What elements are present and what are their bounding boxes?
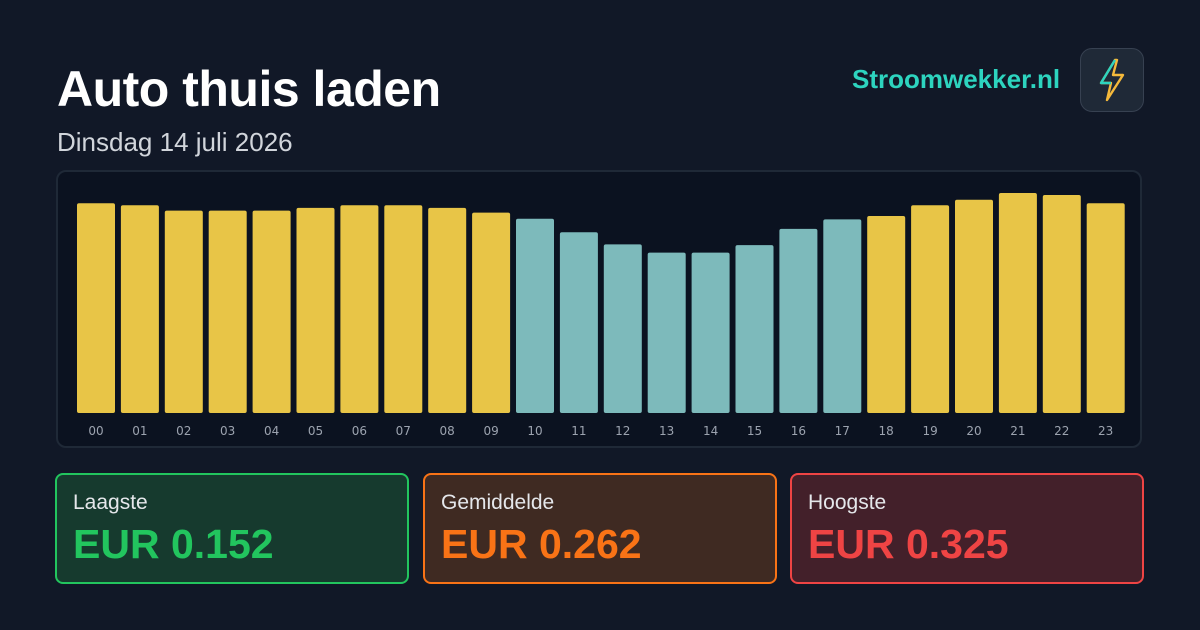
bar-hour-23 <box>1086 203 1125 413</box>
page-subtitle: Dinsdag 14 juli 2026 <box>57 127 293 157</box>
average-price-card: Gemiddelde EUR 0.262 <box>423 473 777 584</box>
x-tick-label-08: 08 <box>440 424 455 438</box>
bar-hour-09 <box>472 212 511 413</box>
lowest-price-value: EUR 0.152 <box>73 521 274 567</box>
x-tick-label-07: 07 <box>396 424 411 438</box>
x-tick-label-20: 20 <box>966 424 981 438</box>
x-tick-label-09: 09 <box>483 424 498 438</box>
x-tick-label-06: 06 <box>352 424 367 438</box>
bar-hour-14 <box>691 252 730 413</box>
x-tick-label-16: 16 <box>791 424 806 438</box>
x-tick-label-18: 18 <box>879 424 894 438</box>
lightning-bolt-icon <box>1080 48 1144 112</box>
bar-hour-07 <box>384 205 423 413</box>
bar-hour-10 <box>516 218 554 413</box>
x-tick-label-15: 15 <box>747 424 762 438</box>
bar-hour-08 <box>428 207 467 413</box>
x-tick-label-17: 17 <box>835 424 850 438</box>
lowest-price-card: Laagste EUR 0.152 <box>55 473 409 584</box>
highest-price-value: EUR 0.325 <box>808 521 1009 567</box>
bar-hour-05 <box>296 207 335 413</box>
price-chart: 00 01 02 03 04 05 06 07 08 09 10 11 12 13 14 15 16 17 18 19… <box>56 170 1142 448</box>
x-tick-label-14: 14 <box>703 424 718 438</box>
average-price-value: EUR 0.262 <box>441 521 642 567</box>
x-tick-label-23: 23 <box>1098 424 1113 438</box>
bar-hour-06 <box>340 205 379 413</box>
x-tick-label-19: 19 <box>922 424 937 438</box>
bar-hour-13 <box>647 252 686 413</box>
x-tick-label-10: 10 <box>527 424 542 438</box>
x-tick-label-11: 11 <box>571 424 586 438</box>
average-price-label: Gemiddelde <box>441 491 555 514</box>
x-tick-label-13: 13 <box>659 424 674 438</box>
x-tick-label-02: 02 <box>176 424 191 438</box>
x-tick-label-03: 03 <box>220 424 235 438</box>
highest-price-label: Hoogste <box>808 491 887 514</box>
x-tick-label-12: 12 <box>615 424 630 438</box>
x-tick-label-21: 21 <box>1010 424 1025 438</box>
bar-hour-21 <box>998 193 1037 413</box>
bar-hour-02 <box>164 210 203 413</box>
price-bar-chart: 00 01 02 03 04 05 06 07 08 09 10 11 12 13 14 15 16 17 18 19… <box>77 193 1125 438</box>
bar-hour-12 <box>603 244 642 413</box>
bar-hour-04 <box>252 210 291 413</box>
highest-price-card: Hoogste EUR 0.325 <box>790 473 1144 584</box>
bar-hour-22 <box>1042 195 1081 413</box>
x-tick-label-00: 00 <box>88 424 103 438</box>
brand-name[interactable]: Stroomwekker.nl <box>852 64 1061 94</box>
bar-hour-11 <box>559 232 598 413</box>
x-tick-label-01: 01 <box>132 424 147 438</box>
x-tick-label-04: 04 <box>264 424 279 438</box>
bar-hour-03 <box>208 210 247 413</box>
bar-hour-15 <box>735 245 774 413</box>
bar-hour-00 <box>77 203 115 413</box>
bar-hour-16 <box>779 228 818 413</box>
page-title: Auto thuis laden <box>57 61 441 117</box>
bar-hour-19 <box>911 205 950 413</box>
bar-hour-01 <box>120 205 159 413</box>
x-tick-label-22: 22 <box>1054 424 1069 438</box>
x-tick-label-05: 05 <box>308 424 323 438</box>
bar-hour-17 <box>823 219 862 413</box>
bar-hour-20 <box>955 199 993 413</box>
lowest-price-label: Laagste <box>73 491 148 514</box>
bar-hour-18 <box>867 216 906 413</box>
